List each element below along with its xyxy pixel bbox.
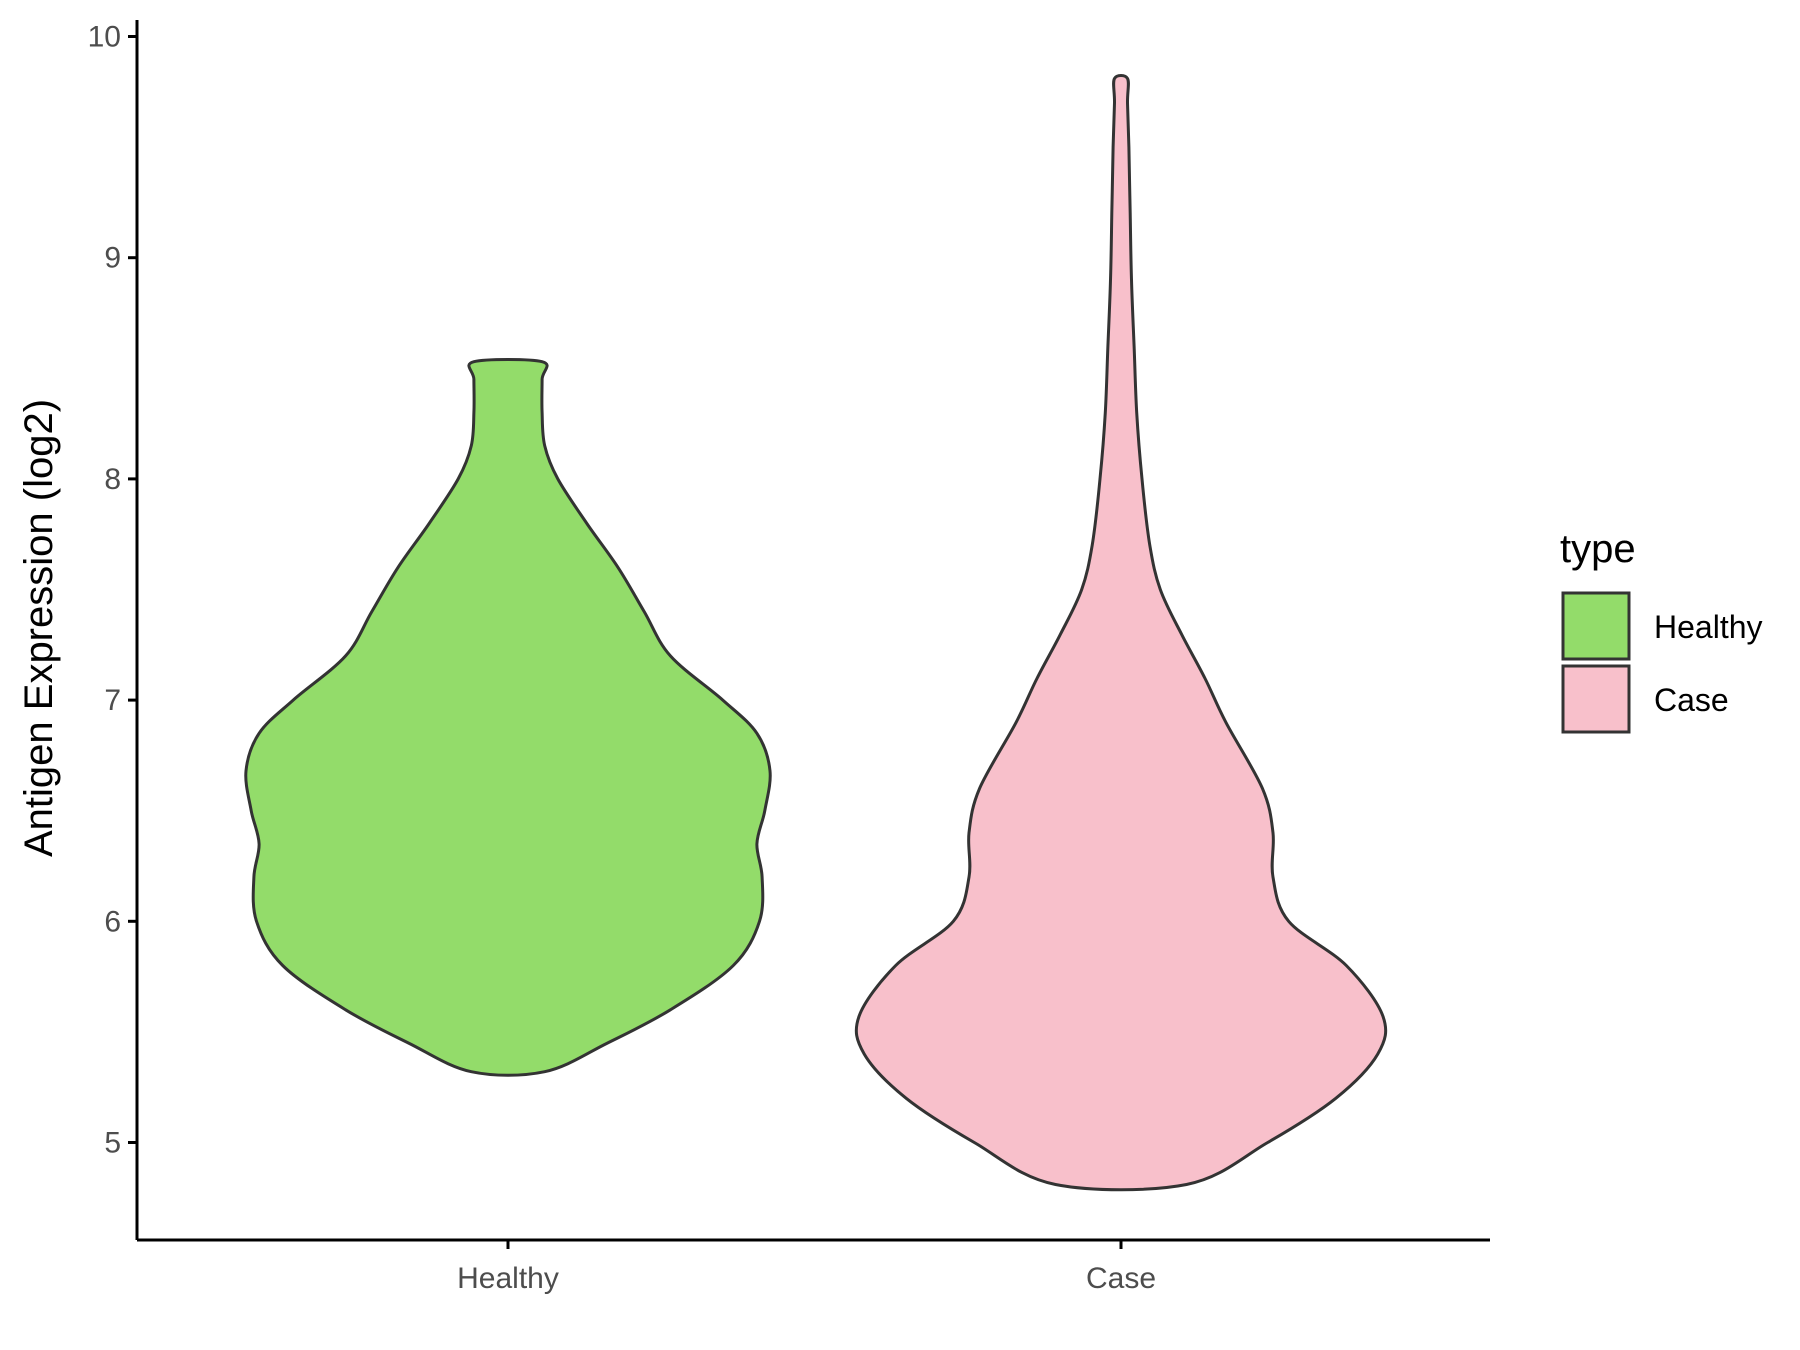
x-tick-label: Healthy <box>457 1262 559 1295</box>
violin-healthy <box>244 357 772 1077</box>
legend-key-healthy <box>1561 591 1631 661</box>
y-tick-label: 5 <box>104 1127 121 1160</box>
legend-label-healthy: Healthy <box>1654 609 1763 645</box>
violin-case <box>854 74 1388 1192</box>
y-tick-label: 10 <box>88 21 121 54</box>
y-tick-label: 7 <box>104 684 121 717</box>
plot-area <box>244 74 1388 1192</box>
x-tick-label: Case <box>1086 1262 1156 1295</box>
y-axis: 5 6 7 8 9 10 <box>88 20 139 1240</box>
y-tick-label: 9 <box>104 242 121 275</box>
y-axis-title: Antigen Expression (log2) <box>17 399 61 857</box>
x-axis: Healthy Case <box>137 1238 1490 1295</box>
legend-label-case: Case <box>1654 682 1729 718</box>
legend-title: type <box>1560 527 1636 571</box>
legend-key-case <box>1561 664 1631 734</box>
y-tick-label: 8 <box>104 463 121 496</box>
y-tick-label: 6 <box>104 905 121 938</box>
legend: type Healthy Case <box>1560 527 1763 734</box>
